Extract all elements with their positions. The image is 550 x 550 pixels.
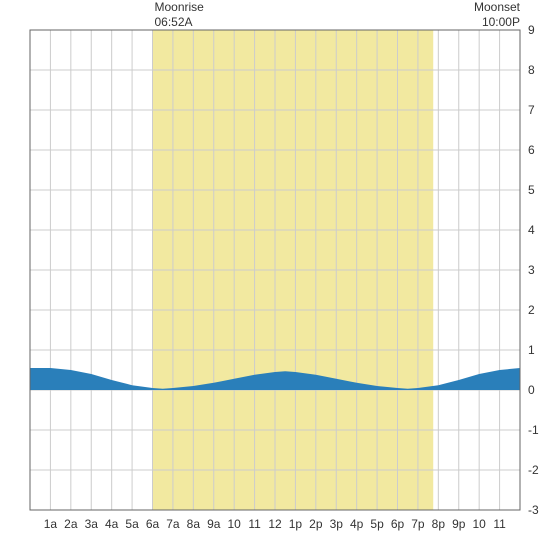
chart-svg: -3-2-101234567891a2a3a4a5a6a7a8a9a101112…	[0, 0, 550, 550]
y-tick-label: -1	[528, 423, 539, 437]
tide-chart: Moonrise 06:52A Moonset 10:00P -3-2-1012…	[0, 0, 550, 550]
y-tick-label: 4	[528, 223, 535, 237]
x-tick-label: 3a	[85, 517, 99, 531]
x-tick-label: 6p	[391, 517, 405, 531]
moonset-label: Moonset 10:00P	[474, 0, 520, 30]
y-tick-label: 1	[528, 343, 535, 357]
x-tick-label: 6a	[146, 517, 160, 531]
y-tick-label: -2	[528, 463, 539, 477]
y-tick-label: 3	[528, 263, 535, 277]
x-tick-label: 9p	[452, 517, 466, 531]
x-tick-label: 12	[268, 517, 282, 531]
x-tick-label: 11	[493, 517, 506, 531]
y-tick-label: 8	[528, 63, 535, 77]
x-tick-label: 1a	[44, 517, 58, 531]
x-tick-label: 5p	[370, 517, 384, 531]
x-tick-label: 11	[248, 517, 261, 531]
y-tick-label: 6	[528, 143, 535, 157]
y-tick-label: 5	[528, 183, 535, 197]
x-tick-label: 8p	[432, 517, 446, 531]
x-tick-label: 4a	[105, 517, 119, 531]
y-tick-label: 7	[528, 103, 535, 117]
moonrise-label: Moonrise 06:52A	[155, 0, 204, 30]
x-tick-label: 2p	[309, 517, 323, 531]
x-tick-label: 7p	[411, 517, 425, 531]
y-tick-label: 0	[528, 383, 535, 397]
x-tick-label: 1p	[289, 517, 303, 531]
x-tick-label: 8a	[187, 517, 201, 531]
x-tick-label: 3p	[330, 517, 344, 531]
y-tick-label: 2	[528, 303, 535, 317]
x-tick-label: 7a	[166, 517, 180, 531]
y-tick-label: 9	[528, 23, 535, 37]
x-tick-label: 10	[472, 517, 486, 531]
x-tick-label: 4p	[350, 517, 364, 531]
x-tick-label: 2a	[64, 517, 78, 531]
x-tick-label: 5a	[125, 517, 139, 531]
x-tick-label: 10	[227, 517, 241, 531]
y-tick-label: -3	[528, 503, 539, 517]
x-tick-label: 9a	[207, 517, 221, 531]
